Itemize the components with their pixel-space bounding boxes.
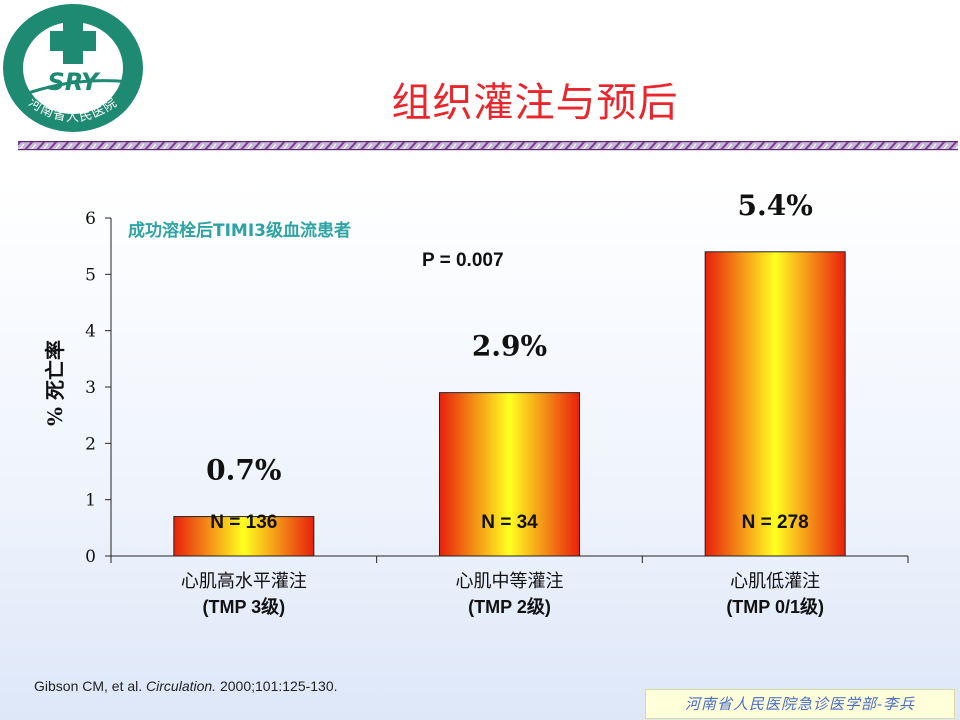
category-sublabel: (TMP 3级) bbox=[202, 596, 285, 617]
bar bbox=[704, 251, 846, 557]
bar-value-label: 2.9% bbox=[472, 330, 547, 363]
bar bbox=[439, 392, 580, 557]
p-value-annotation: P = 0.007 bbox=[422, 250, 504, 271]
category-sublabel: (TMP 2级) bbox=[468, 596, 551, 617]
category-label: 心肌低灌注 bbox=[730, 571, 820, 592]
bar-n-label: N = 34 bbox=[481, 512, 538, 533]
citation-authors: Gibson CM, et al. bbox=[34, 678, 147, 694]
category-label: 心肌中等灌注 bbox=[456, 571, 564, 592]
bar-n-label: N = 278 bbox=[742, 512, 809, 533]
y-axis-label: % 死亡率 bbox=[43, 340, 67, 426]
y-tick-label: 5 bbox=[85, 265, 96, 285]
category-label: 心肌高水平灌注 bbox=[181, 571, 307, 592]
citation: Gibson CM, et al. Circulation. 2000;101:… bbox=[34, 678, 338, 694]
y-tick-label: 2 bbox=[85, 434, 96, 454]
bar bbox=[173, 516, 315, 557]
category-sublabel: (TMP 0/1级) bbox=[726, 596, 824, 617]
citation-details: 2000;101:125-130. bbox=[216, 678, 338, 694]
citation-journal: Circulation. bbox=[146, 678, 217, 694]
footer-department: 河南省人民医院急诊医学部-李兵 bbox=[645, 689, 955, 719]
y-tick-label: 3 bbox=[85, 378, 96, 398]
y-tick-label: 0 bbox=[85, 547, 96, 567]
bar-n-label: N = 136 bbox=[210, 512, 277, 533]
y-tick-label: 1 bbox=[85, 491, 96, 511]
chart-subtitle: 成功溶栓后TIMI3级血流患者 bbox=[128, 220, 351, 241]
hospital-logo: SRY 河南省人民医院 bbox=[0, 0, 148, 138]
y-tick-label: 6 bbox=[85, 209, 96, 229]
title-divider bbox=[18, 141, 958, 151]
y-tick-label: 4 bbox=[85, 322, 96, 342]
bar-value-label: 5.4% bbox=[738, 189, 813, 222]
slide-title: 组织灌注与预后 bbox=[391, 80, 679, 126]
bar-value-label: 0.7% bbox=[206, 454, 281, 487]
